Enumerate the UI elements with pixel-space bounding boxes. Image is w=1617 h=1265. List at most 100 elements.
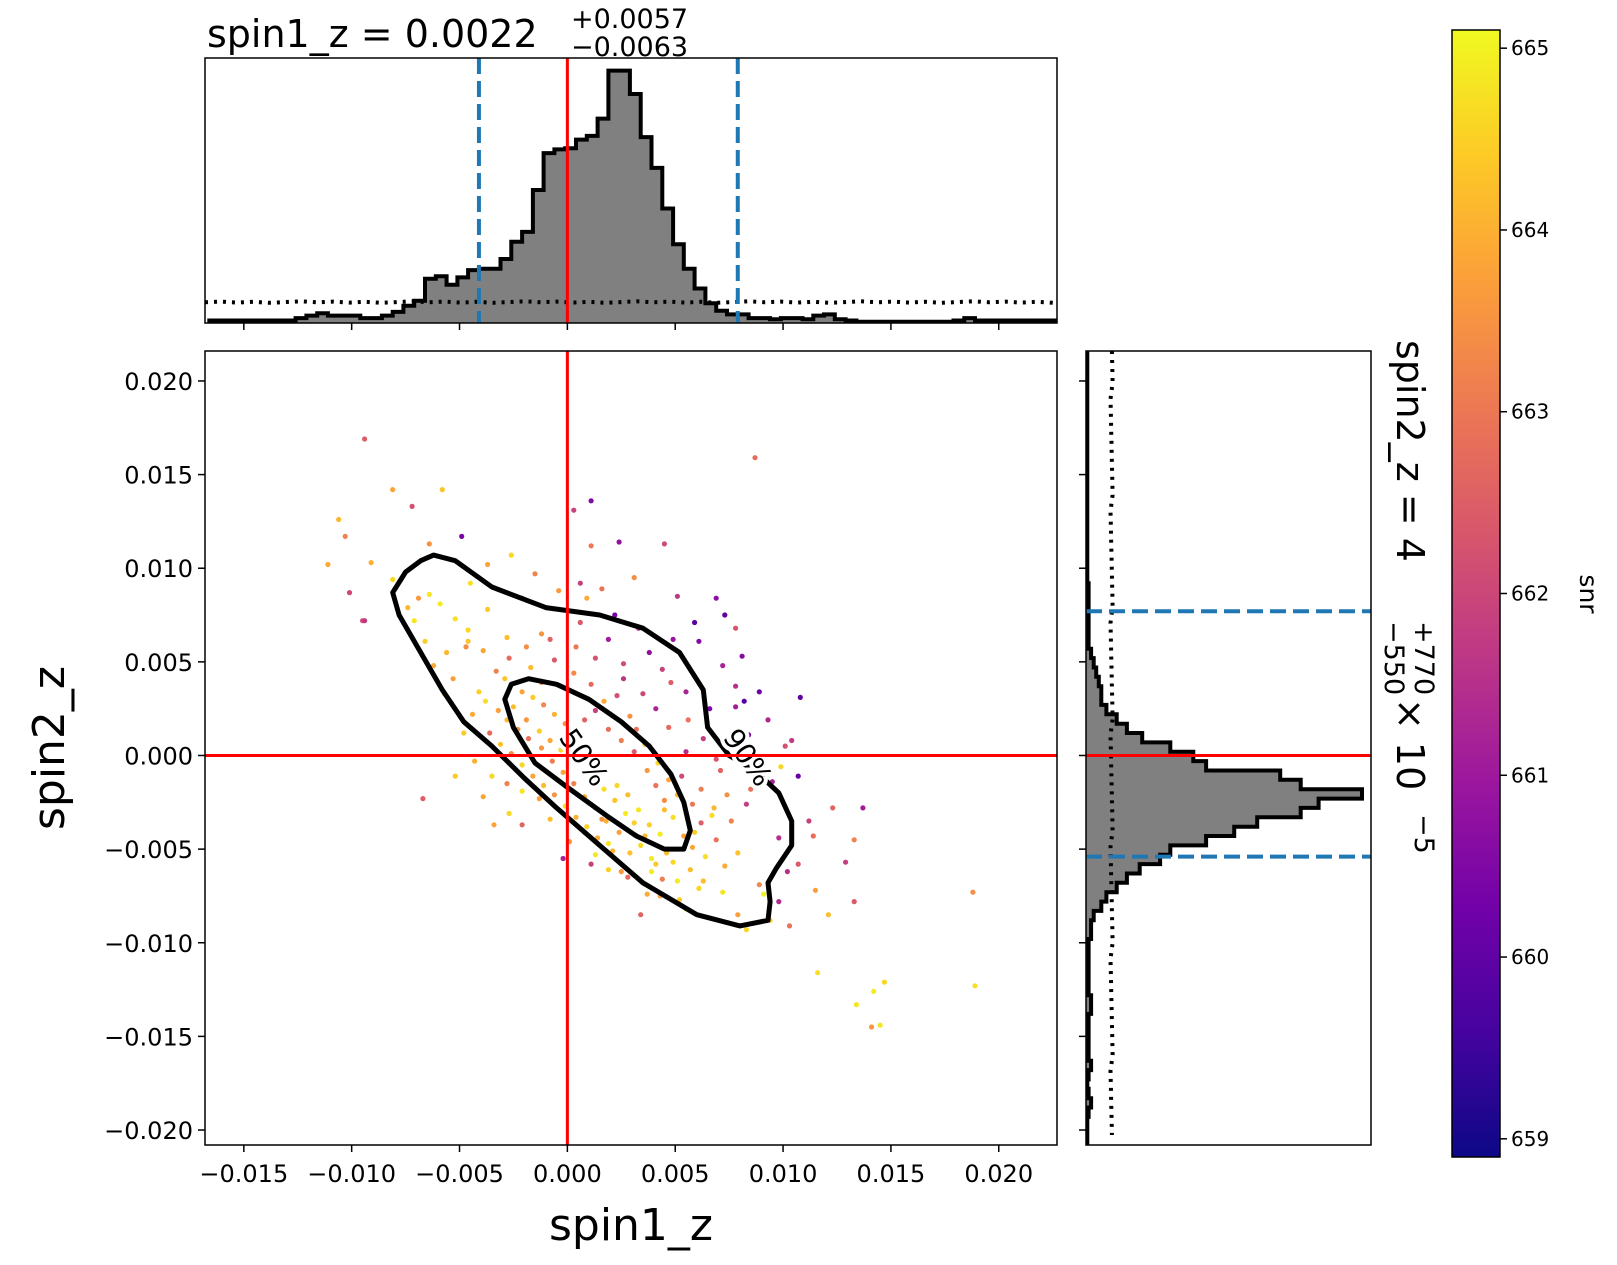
- scatter-point: [547, 816, 553, 822]
- scatter-point: [612, 797, 618, 804]
- colorbar-gradient: [1451, 29, 1501, 1158]
- scatter-point: [752, 455, 758, 461]
- scatter-point: [504, 634, 510, 641]
- scatter-point: [661, 797, 668, 804]
- scatter-point: [558, 747, 564, 753]
- scatter-point: [592, 707, 599, 714]
- scatter-point: [519, 822, 525, 828]
- scatter-point: [689, 801, 696, 807]
- scatter-point: [549, 758, 555, 764]
- scatter-point: [510, 704, 516, 710]
- colorbar: 659 660 661 662 663 664 665 snr: [1451, 29, 1603, 1158]
- x-axis-label: spin1_z: [549, 1200, 713, 1251]
- scatter-point: [551, 711, 558, 717]
- y-tick-label: −0.015: [104, 1023, 193, 1051]
- colorbar-tick-label: 659: [1511, 1127, 1549, 1151]
- x-marginal-histogram: [204, 57, 1058, 330]
- scatter-point: [439, 487, 445, 493]
- scatter-point: [696, 638, 702, 644]
- scatter-point: [683, 689, 689, 695]
- scatter-point: [657, 831, 663, 837]
- scatter-point: [536, 796, 542, 802]
- scatter-point: [467, 580, 473, 586]
- scatter-point: [674, 878, 681, 884]
- scatter-point: [627, 713, 633, 719]
- scatter-point: [618, 737, 624, 744]
- scatter-point: [368, 560, 374, 566]
- scatter-point: [670, 636, 676, 643]
- scatter-point: [881, 979, 888, 985]
- scatter-point: [420, 796, 426, 802]
- scatter-point: [776, 835, 782, 841]
- scatter-point: [362, 618, 368, 624]
- scatter-point: [426, 591, 432, 598]
- scatter-point: [696, 885, 702, 892]
- scatter-point: [659, 876, 665, 882]
- scatter-point: [463, 644, 469, 650]
- scatter-point: [577, 619, 583, 626]
- scatter-point: [541, 782, 547, 789]
- scatter-point: [765, 717, 771, 723]
- scatter-point: [431, 663, 437, 669]
- scatter-point: [390, 576, 396, 583]
- x-tick-label: −0.010: [307, 1160, 396, 1188]
- scatter-point: [825, 912, 832, 918]
- scatter-point: [519, 689, 525, 695]
- scatter-point: [631, 749, 637, 755]
- colorbar-label: snr: [1574, 574, 1603, 614]
- scatter-point: [815, 970, 821, 976]
- scatter-point: [778, 764, 784, 770]
- scatter-point: [523, 717, 530, 723]
- scatter-point: [638, 912, 644, 918]
- scatter-point: [588, 543, 594, 549]
- scatter-point: [871, 988, 877, 995]
- colorbar-tick-label: 661: [1511, 763, 1549, 787]
- x-tick-label: 0.010: [749, 1160, 818, 1188]
- scatter-point: [592, 655, 599, 661]
- svg-text:spin2_z = 4: spin2_z = 4: [1388, 340, 1432, 562]
- scatter-point: [648, 855, 655, 862]
- scatter-point: [756, 882, 762, 888]
- scatter-point: [970, 889, 976, 895]
- scatter-point: [640, 691, 646, 697]
- joint-scatter-panel: 90%50% −0.015 −0.010 −0.005 0.000 0.005 0.010…: [104, 350, 1058, 1188]
- scatter-point: [571, 507, 577, 513]
- scatter-point: [631, 575, 637, 581]
- scatter-point: [709, 812, 715, 819]
- scatter-point: [603, 818, 609, 824]
- scatter-point: [741, 698, 747, 704]
- y-axis-label: spin2_z: [24, 666, 75, 830]
- x-marginal-frame: [204, 57, 1058, 324]
- y-hist-outline: [1086, 351, 1364, 1145]
- colorbar-tick-label: 663: [1511, 400, 1549, 424]
- scatter-point: [523, 644, 530, 650]
- scatter-point: [497, 741, 504, 747]
- scatter-point: [461, 730, 467, 736]
- scatter-point: [644, 891, 650, 897]
- y-tick-label: −0.020: [104, 1117, 193, 1145]
- scatter-point: [465, 638, 471, 644]
- scatter-point: [635, 807, 642, 813]
- scatter-point: [625, 874, 631, 880]
- scatter-point: [644, 767, 650, 774]
- scatter-point: [592, 852, 599, 858]
- scatter-point: [547, 636, 553, 643]
- scatter-point: [588, 681, 594, 687]
- x-marginal-title: spin1_z = 0.0022: [207, 12, 538, 56]
- colorbar-tick-label: 660: [1511, 945, 1549, 969]
- scatter-point: [411, 618, 417, 624]
- scatter-point: [722, 863, 728, 869]
- scatter-point: [782, 743, 788, 749]
- scatter-point: [584, 745, 590, 751]
- scatter-point: [547, 737, 553, 744]
- y-tick-label: −0.005: [104, 836, 193, 864]
- y-marginal-histogram: [1079, 350, 1372, 1146]
- scatter-point: [661, 807, 668, 813]
- scatter-point: [605, 769, 612, 775]
- scatter-point: [551, 792, 558, 798]
- scatter-point: [614, 782, 620, 789]
- scatter-point: [698, 786, 704, 792]
- y-tick-label: 0.015: [124, 462, 193, 490]
- scatter-point: [601, 786, 607, 792]
